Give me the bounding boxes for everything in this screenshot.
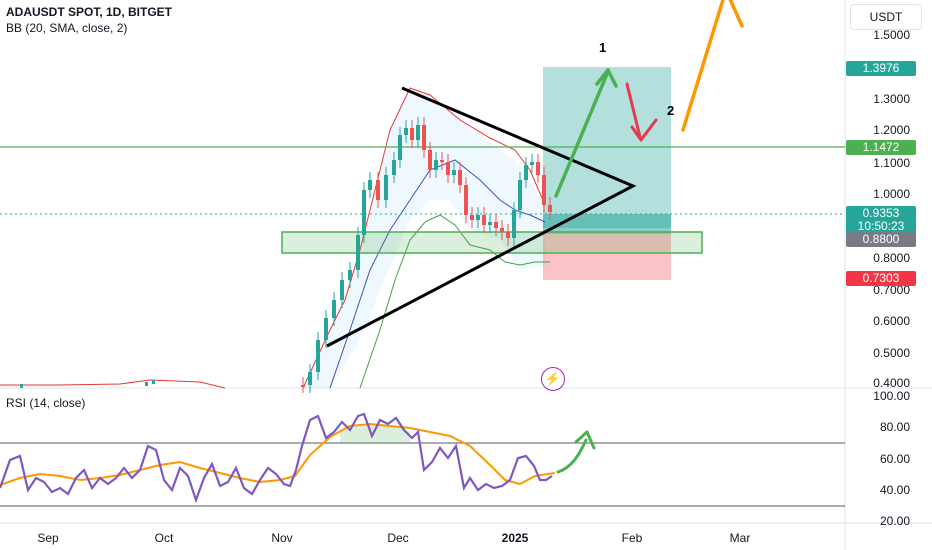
candle-body[interactable] [356,235,360,270]
currency-selector[interactable]: USDT [850,4,922,30]
candle-body[interactable] [368,180,372,190]
candle-body[interactable] [20,384,23,388]
candle-body[interactable] [428,150,432,170]
price-label: 1.2000 [873,123,910,137]
position-entry-zone[interactable] [543,214,671,234]
candle-body[interactable] [324,318,328,340]
rsi-arrow-head [574,430,596,450]
candle-body[interactable] [440,160,444,162]
candle-body[interactable] [464,185,468,215]
candle-body[interactable] [316,340,320,372]
candle-body[interactable] [458,170,462,185]
candle-body[interactable] [434,160,438,170]
rsi-arrow-up[interactable] [556,438,588,474]
rsi-axis-label: 80.00 [879,420,910,434]
badge-entry: 0.8800 [846,232,916,247]
price-label: 0.4000 [873,376,910,390]
candle-body[interactable] [398,135,402,160]
bb-fill [303,88,545,388]
rsi-axis-label: 100.00 [873,389,910,403]
price-label: 1.3000 [873,92,910,106]
rsi-axis-label: 60.00 [879,452,910,466]
badge-countdown: 10:50:23 [846,219,916,234]
price-label: 1.1000 [873,156,910,170]
candle-body[interactable] [482,215,486,225]
bolt-icon[interactable]: ⚡ [541,367,565,391]
candle-body[interactable] [404,128,408,135]
candle-body[interactable] [488,222,492,225]
candle-body[interactable] [362,190,366,235]
candle-body[interactable] [494,222,498,228]
support-zone[interactable] [281,231,703,254]
bb-lower [359,214,550,389]
rsi-overbought-fill [340,423,410,443]
candle-body[interactable] [145,382,148,386]
candle-body[interactable] [422,125,426,150]
bb-upper [302,87,546,389]
arrow-up-head [595,68,618,88]
arrow-up-orange[interactable] [681,0,726,132]
price-label: 1.0000 [873,187,910,201]
badge-take-profit: 1.3976 [846,61,916,76]
candle-body[interactable] [446,162,450,175]
candle-body[interactable] [410,128,414,140]
time-label: Mar [729,531,751,545]
time-label: Feb [621,531,643,545]
arrow-down-red[interactable] [625,82,642,139]
rsi-line [0,412,553,504]
candle-body[interactable] [416,125,420,140]
candle-body[interactable] [452,170,456,175]
candle-body[interactable] [500,228,504,232]
candle-body[interactable] [542,175,546,205]
arrow-down-head [630,118,658,142]
rsi-ma-line [0,422,556,486]
symbol-title[interactable]: ADAUSDT SPOT, 1D, BITGET [6,5,173,19]
candle-body[interactable] [476,215,480,220]
annotation-1: 1 [599,40,607,55]
candle-body[interactable] [308,372,312,385]
rsi-axis-label: 20.00 [879,514,910,528]
candle-body[interactable] [152,380,155,384]
candle-body[interactable] [384,175,388,200]
candle-body[interactable] [530,162,534,165]
badge-stop-loss: 0.7303 [846,271,916,286]
time-label: Dec [387,531,409,545]
position-loss-zone[interactable] [543,234,671,280]
badge-last-price: 0.9353 [846,206,916,221]
candles[interactable] [20,117,552,393]
time-label: 2025 [501,531,529,545]
candle-body[interactable] [524,165,528,180]
arrow-orange-head [728,0,744,28]
candle-body[interactable] [340,280,344,300]
candle-body[interactable] [512,210,516,238]
price-label: 1.5000 [873,28,910,42]
time-label: Sep [37,531,59,545]
badge-resistance: 1.1472 [846,140,916,155]
time-label: Nov [271,531,293,545]
annotation-2: 2 [667,103,675,118]
candle-body[interactable] [518,180,522,210]
arrow-up-green[interactable] [554,72,609,198]
rsi-axis-label: 40.00 [879,483,910,497]
candle-body[interactable] [376,180,380,200]
candle-body[interactable] [536,162,540,175]
price-label: 0.6000 [873,314,910,328]
candle-body[interactable] [548,205,552,212]
rsi-legend[interactable]: RSI (14, close) [6,396,86,410]
bb-upper-history [0,379,226,389]
candle-body[interactable] [392,160,396,175]
candle-body[interactable] [348,270,352,280]
price-label: 0.7000 [873,283,910,297]
candle-body[interactable] [470,215,474,220]
bb-legend[interactable]: BB (20, SMA, close, 2) [6,21,128,35]
candle-body[interactable] [506,232,510,238]
candle-body[interactable] [301,385,305,387]
price-label: 0.5000 [873,346,910,360]
triangle-pattern[interactable] [326,86,637,348]
time-label: Oct [154,531,174,545]
candle-body[interactable] [332,300,336,318]
price-label: 0.8000 [873,251,910,265]
